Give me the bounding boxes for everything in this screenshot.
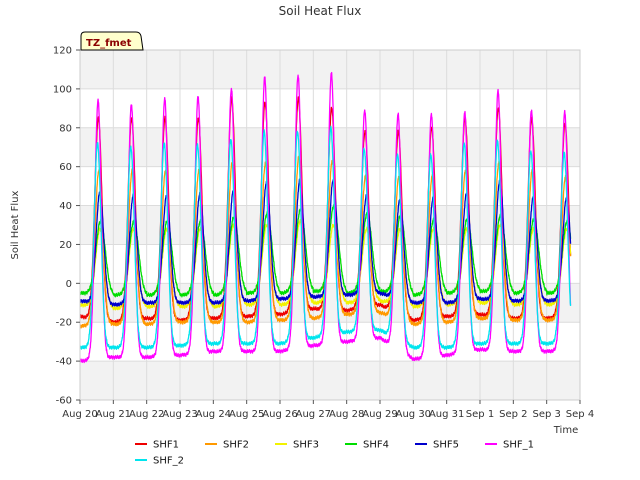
y-axis-title: Soil Heat Flux xyxy=(10,190,21,259)
plot-band xyxy=(80,322,580,362)
x-axis-title: Time xyxy=(553,425,578,436)
plot-band xyxy=(80,361,580,400)
chart-title: Soil Heat Flux xyxy=(279,4,362,18)
x-tick-label: Aug 22 xyxy=(129,409,164,420)
y-tick-label: 100 xyxy=(53,84,72,95)
legend-label: SHF1 xyxy=(153,440,179,451)
x-tick-label: Aug 26 xyxy=(262,409,297,420)
legend-item: SHF4 xyxy=(345,440,389,451)
plot-frame xyxy=(79,49,581,401)
y-tick-label: -40 xyxy=(56,357,72,368)
x-tick-label: Aug 20 xyxy=(62,409,97,420)
x-tick-label: Aug 23 xyxy=(162,409,197,420)
x-tick-label: Sep 4 xyxy=(566,409,594,420)
y-tick-label: 0 xyxy=(66,279,72,290)
legend-item: SHF5 xyxy=(415,440,459,451)
legend-item: SHF1 xyxy=(135,440,179,451)
legend-item: SHF2 xyxy=(205,440,249,451)
badge-shape xyxy=(80,31,144,51)
x-tick-label: Aug 28 xyxy=(329,409,364,420)
x-tick-label: Aug 24 xyxy=(196,409,231,420)
legend-item: SHF3 xyxy=(275,440,319,451)
y-tick-label: 80 xyxy=(59,123,72,134)
series-group xyxy=(80,71,572,364)
legend-item: SHF_2 xyxy=(135,456,184,467)
x-tick-label: Aug 27 xyxy=(296,409,331,420)
x-tick-label: Aug 25 xyxy=(229,409,264,420)
x-tick-label: Aug 31 xyxy=(429,409,464,420)
legend: SHF1 SHF2 SHF3 SHF4 SHF5 SHF_1 SHF_2 xyxy=(135,440,534,467)
badge-label: TZ_fmet xyxy=(86,38,132,49)
x-tick-label: Sep 2 xyxy=(499,409,527,420)
y-tick-label: -20 xyxy=(56,318,72,329)
legend-item: SHF_1 xyxy=(485,440,534,451)
x-tick-label: Aug 30 xyxy=(396,409,431,420)
legend-label: SHF_1 xyxy=(503,440,534,451)
y-tick-label: 60 xyxy=(59,162,72,173)
legend-label: SHF3 xyxy=(293,440,319,451)
legend-label: SHF4 xyxy=(363,440,389,451)
plot-band xyxy=(80,283,580,323)
series-line-shf-2 xyxy=(80,125,572,350)
x-tick-label: Sep 3 xyxy=(532,409,560,420)
x-tick-label: Sep 1 xyxy=(466,409,494,420)
x-tick-label: Aug 29 xyxy=(362,409,397,420)
x-tick-label: Aug 21 xyxy=(96,409,131,420)
legend-label: SHF5 xyxy=(433,440,459,451)
y-tick-label: 20 xyxy=(59,240,72,251)
y-axis-ticks: -60 -40 -20 0 20 40 60 80 100 120 xyxy=(53,46,80,407)
tz-fmet-badge: TZ_fmet xyxy=(80,31,144,51)
y-tick-label: 120 xyxy=(53,46,72,57)
legend-label: SHF_2 xyxy=(153,456,184,467)
y-tick-label: -60 xyxy=(56,396,72,407)
y-tick-label: 40 xyxy=(59,201,72,212)
legend-label: SHF2 xyxy=(223,440,249,451)
